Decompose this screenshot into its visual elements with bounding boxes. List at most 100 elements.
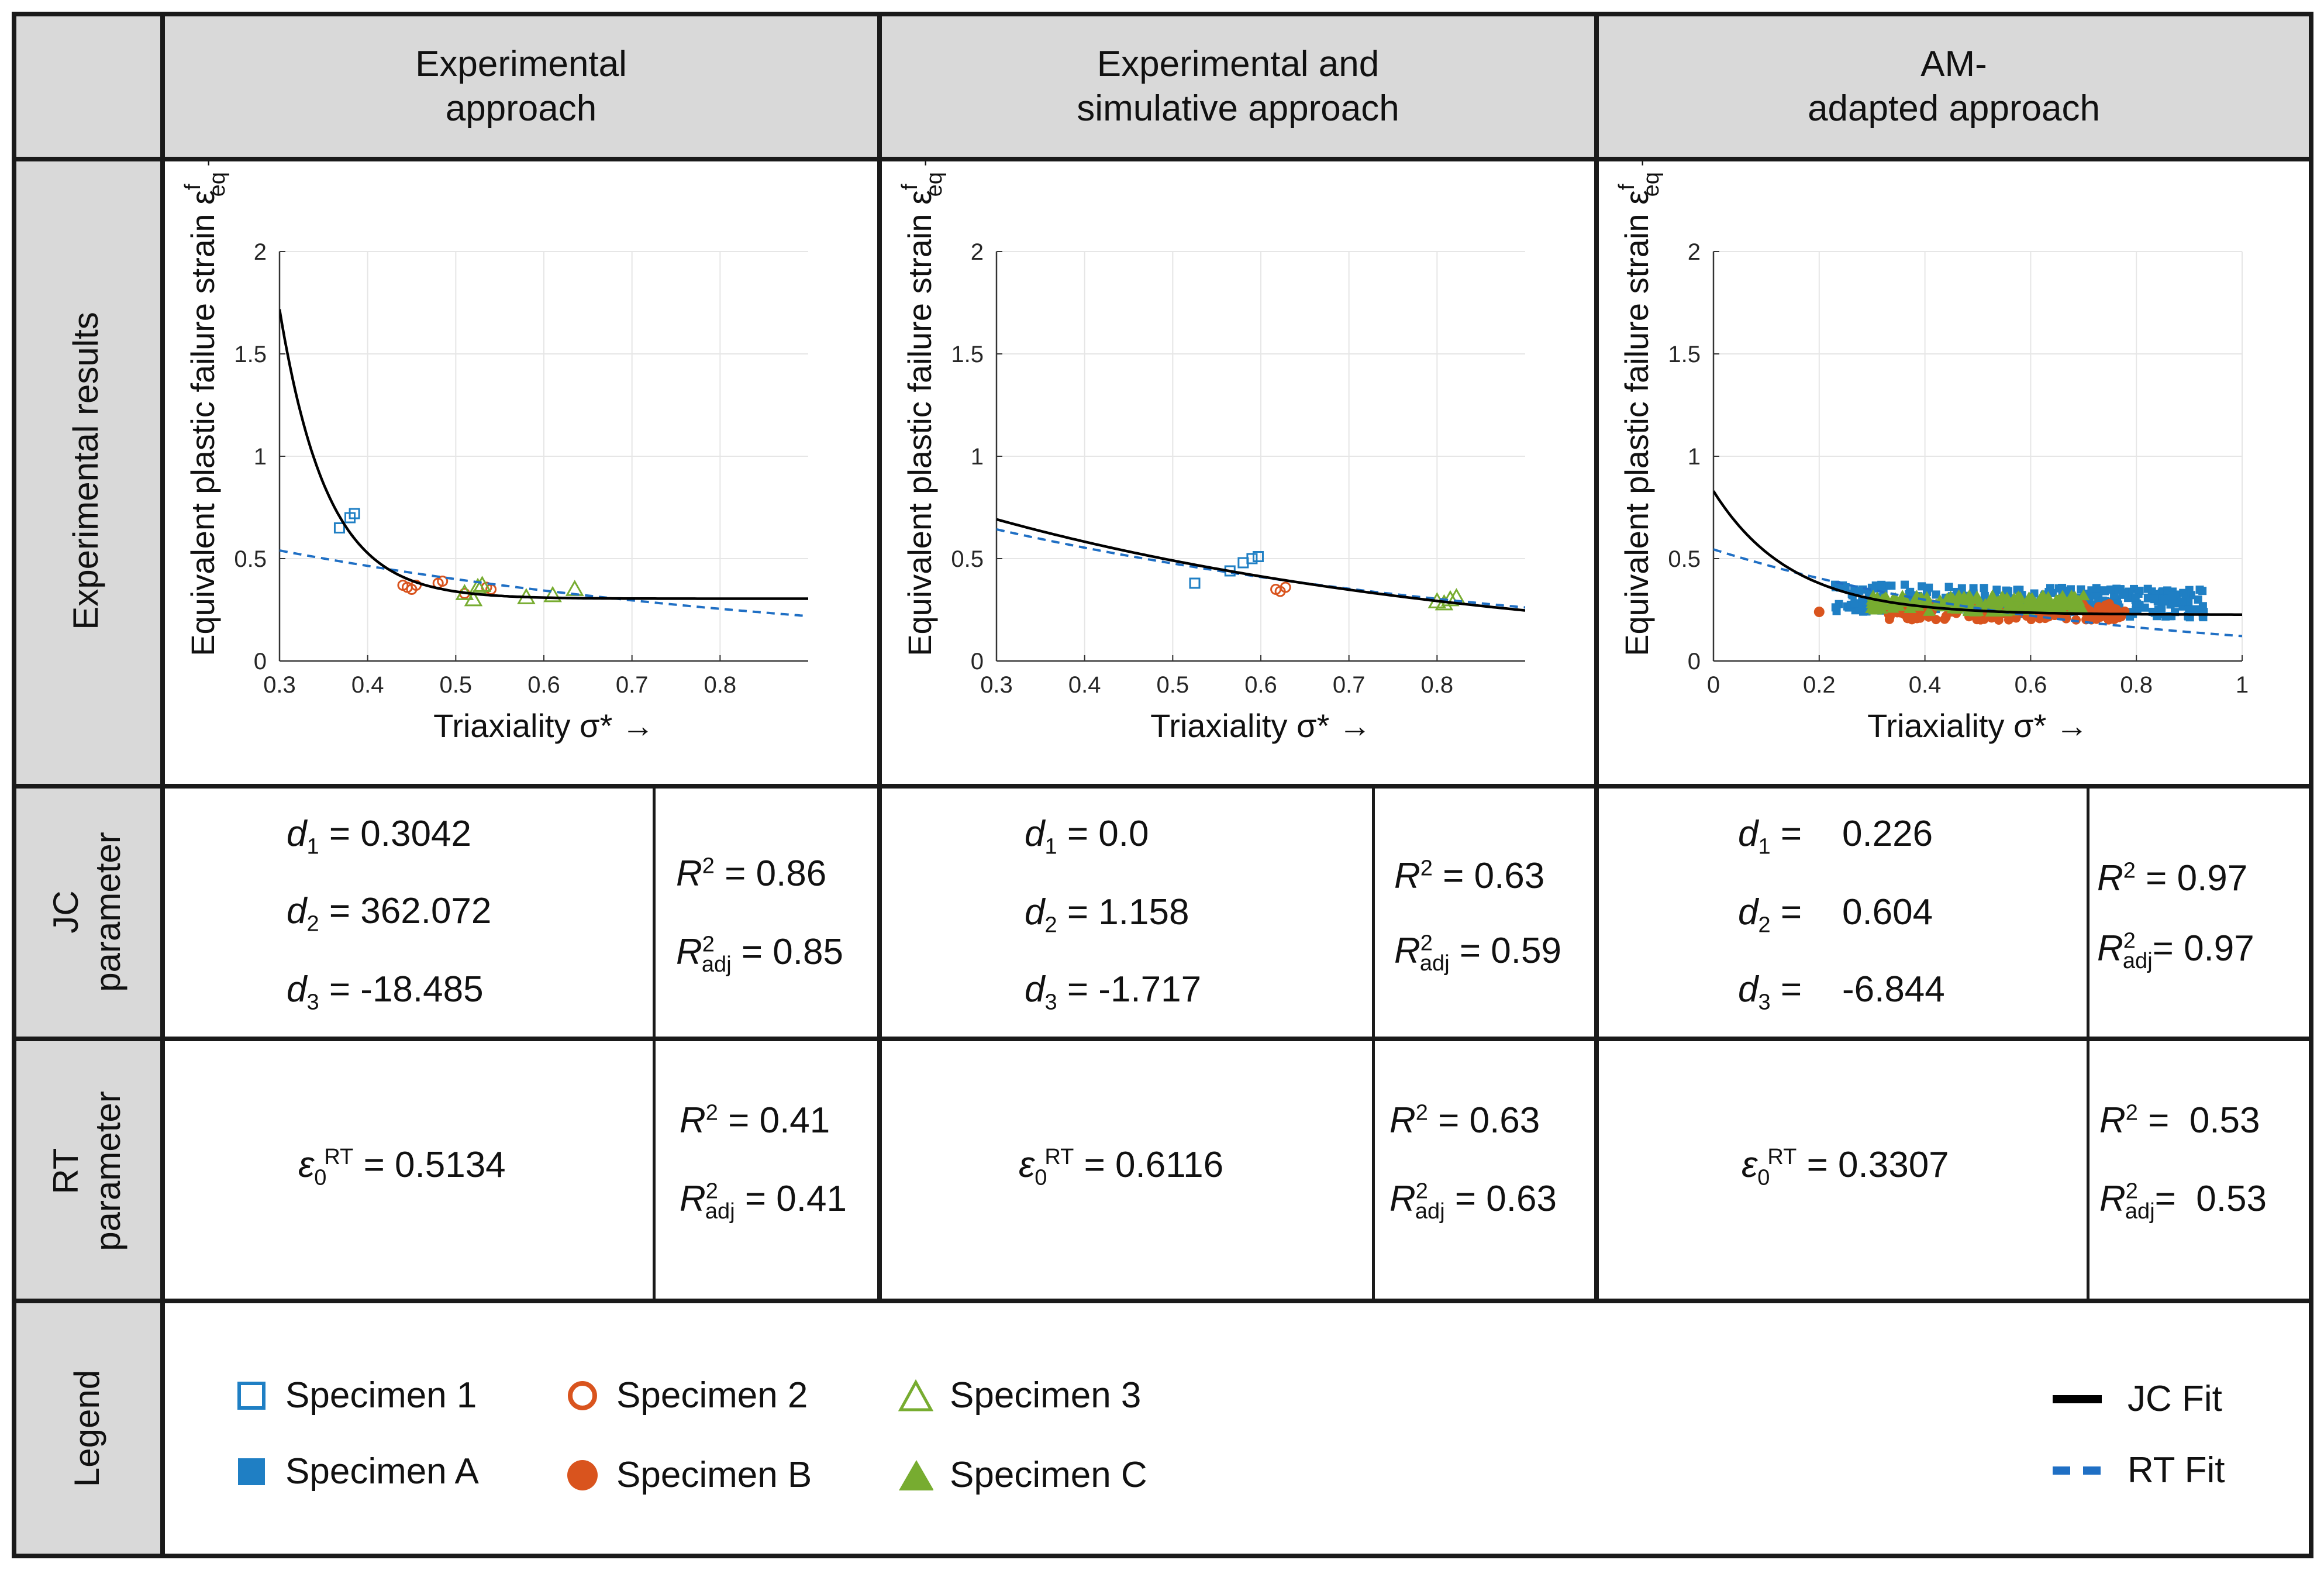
specimen-a-point xyxy=(1980,584,1988,593)
plot-area xyxy=(1713,490,2242,638)
y-tick-label: 2 xyxy=(254,239,267,265)
specimen-3-point xyxy=(473,576,492,592)
specimen-c-point xyxy=(2077,589,2090,601)
specimen-3-point xyxy=(464,590,483,607)
rt1-r2adj: R2adj = 0.41 xyxy=(680,1179,847,1224)
specimen-b-point xyxy=(1813,607,1825,617)
rt3-eps0: ε0RT = 0.3307 xyxy=(1742,1145,1949,1190)
specimen-a-point xyxy=(2194,595,2202,604)
specimen-b-point xyxy=(1885,611,1895,621)
x-tick-label: 0.5 xyxy=(440,672,473,698)
specimen-a-point xyxy=(2131,593,2140,602)
specimen-c-point xyxy=(1940,592,1954,604)
jc1-r2: R2 = 0.86 xyxy=(676,853,827,894)
specimen-a-point xyxy=(1877,580,1886,589)
header-experimental-simulative: Experimental and simulative approach xyxy=(1077,44,1399,129)
specimen-c-point xyxy=(1887,592,1900,604)
specimen-1-point xyxy=(1252,551,1264,562)
specimen-a-point xyxy=(2133,599,2142,608)
jc2-d3: d3 = -1.717 xyxy=(1025,969,1202,1015)
header-row-bg xyxy=(14,14,2311,159)
jc-fit-line xyxy=(997,518,1525,612)
specimen-a-point xyxy=(2147,587,2156,596)
specimen-1-point xyxy=(1189,577,1201,589)
triangle-open-icon xyxy=(898,1378,933,1413)
x-tick-label: 0 xyxy=(1707,672,1720,698)
x-tick-label: 0.3 xyxy=(980,672,1013,698)
chart-experimental-simulative: 0.3 0.4 0.5 0.6 0.7 0.8 0 0.5 1 1.5 2 Triaxiality σ… xyxy=(898,161,1525,744)
specimen-a-point xyxy=(1980,591,1989,600)
specimen-2-point xyxy=(1280,581,1291,593)
specimen-c-point xyxy=(2033,594,2047,605)
x-tick-label: 0.7 xyxy=(616,672,649,698)
specimen-a-point xyxy=(2150,594,2159,603)
jc2-r2: R2 = 0.63 xyxy=(1394,856,1545,896)
rt-fit-line xyxy=(280,549,808,618)
specimen-c-point xyxy=(2003,595,2016,607)
square-open-icon xyxy=(234,1378,269,1413)
specimen-a-point xyxy=(2184,598,2193,607)
specimen-a-point xyxy=(2092,584,2101,593)
y-axis-label: Equivalent plastic failure strain εfeq→ xyxy=(898,161,947,656)
specimen-c-point xyxy=(1923,605,1936,616)
dashed-line-icon xyxy=(2053,1466,2102,1475)
specimen-c-point xyxy=(2073,602,2087,614)
row-label-legend: Legend xyxy=(67,1369,106,1488)
specimen-a-point xyxy=(1867,583,1876,592)
x-tick-label: 0.4 xyxy=(351,672,384,698)
x-tick-label: 0.7 xyxy=(1333,672,1366,698)
body-bg xyxy=(163,159,2311,1556)
legend-specimen-1: Specimen 1 xyxy=(234,1375,477,1416)
x-tick-label: 0.2 xyxy=(1803,672,1836,698)
row-label-experimental-results: Experimental results xyxy=(66,312,105,630)
specimen-b-point xyxy=(2091,613,2101,623)
jc1-r2adj: R2adj = 0.85 xyxy=(676,932,843,977)
x-tick-label: 0.8 xyxy=(2120,672,2153,698)
jc3-d3: d3 = -6.844 xyxy=(1738,969,1945,1015)
specimen-a-point xyxy=(1969,584,1978,593)
specimen-a-point xyxy=(1992,586,2001,594)
y-tick-label: 1 xyxy=(1688,444,1701,470)
specimen-c-point xyxy=(2067,591,2080,602)
specimen-a-point xyxy=(2046,584,2054,593)
specimen-c-point xyxy=(1909,592,1922,604)
y-axis-label: Equivalent plastic failure strain εfeq→ xyxy=(181,161,230,656)
legend-jc-fit: JC Fit xyxy=(2053,1378,2222,1420)
x-axis-label: Triaxiality σ* → xyxy=(1867,707,2088,744)
y-tick-label: 1.5 xyxy=(1668,342,1701,367)
specimen-a-point xyxy=(2171,599,2180,608)
specimen-c-point xyxy=(2061,599,2074,611)
specimen-b-point xyxy=(1903,614,1913,624)
plot-area xyxy=(280,309,808,618)
jc1-d3: d3 = -18.485 xyxy=(287,969,484,1015)
specimen-1-point xyxy=(1246,553,1258,564)
circle-open-icon xyxy=(565,1378,600,1413)
rt3-r2adj: R2adj= 0.53 xyxy=(2099,1179,2267,1224)
specimen-a-point xyxy=(1887,581,1896,590)
rt2-r2adj: R2adj = 0.63 xyxy=(1389,1179,1557,1224)
jc3-d2: d2 = 0.604 xyxy=(1738,892,1933,938)
specimen-a-point xyxy=(2013,586,2022,594)
x-tick-label: 0.8 xyxy=(704,672,737,698)
specimen-b-point xyxy=(2011,613,2021,623)
specimen-a-point xyxy=(1855,586,1864,595)
specimen-a-point xyxy=(1944,583,1953,591)
x-axis-label: Triaxiality σ* → xyxy=(433,707,654,744)
specimen-a-point xyxy=(2198,602,2207,611)
specimen-1-point xyxy=(333,522,345,533)
square-filled-icon xyxy=(234,1454,269,1489)
specimen-c-point xyxy=(1865,601,1880,613)
y-tick-label: 0.5 xyxy=(951,546,984,572)
jc3-r2adj: R2adj= 0.97 xyxy=(2097,928,2254,974)
header-experimental: Experimental approach xyxy=(415,44,627,129)
specimen-b-point xyxy=(2108,603,2118,613)
specimen-a-point xyxy=(2178,597,2187,606)
y-tick-label: 0 xyxy=(971,649,984,674)
legend-specimen-b: Specimen B xyxy=(565,1454,812,1496)
specimen-a-point xyxy=(1850,599,1859,608)
specimen-a-point xyxy=(1932,590,1940,599)
legend-specimen-2: Specimen 2 xyxy=(565,1375,808,1416)
legend-rt-fit: RT Fit xyxy=(2053,1450,2225,1491)
triangle-filled-icon xyxy=(898,1458,933,1493)
y-tick-label: 0 xyxy=(1688,649,1701,674)
